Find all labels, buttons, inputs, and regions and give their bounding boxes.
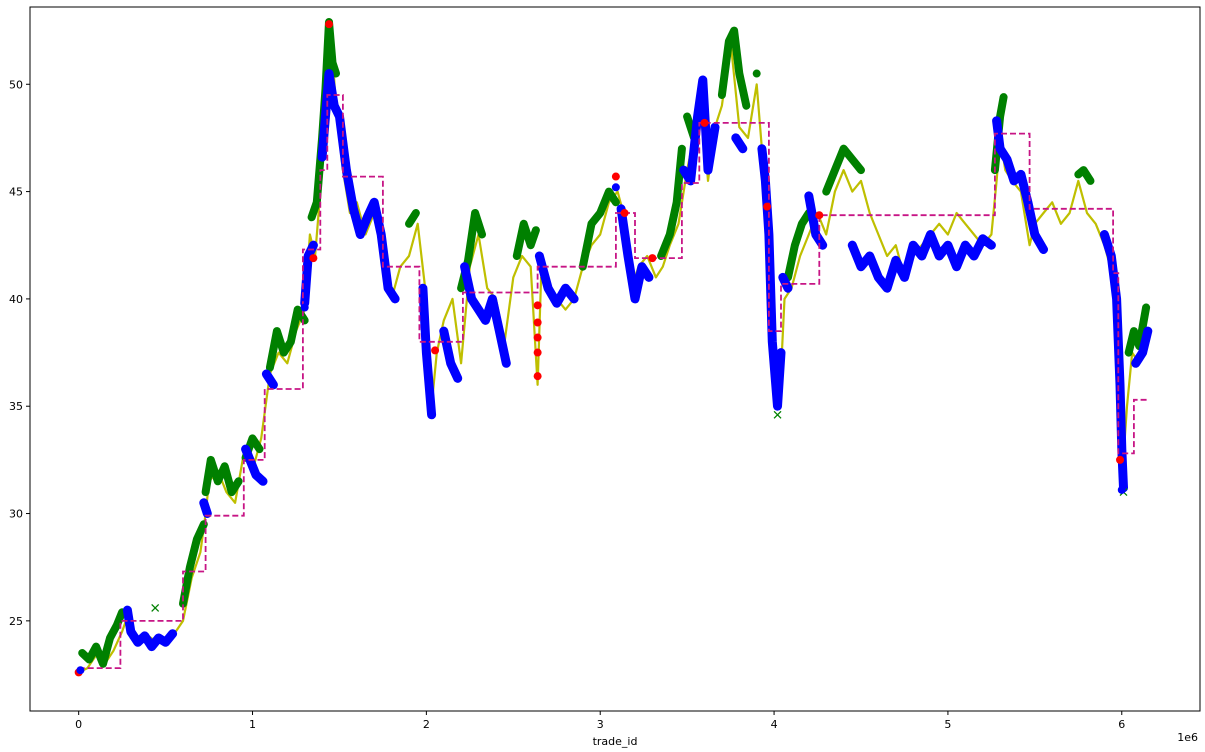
y-tick-label-5: 50 bbox=[9, 78, 23, 91]
series-line-up-18 bbox=[1124, 303, 1151, 357]
series-line-down-19 bbox=[1131, 326, 1153, 368]
series-line-up-6 bbox=[405, 209, 420, 228]
series-line-up-12 bbox=[717, 26, 751, 110]
y-tick-label-1: 30 bbox=[9, 508, 23, 521]
series-line-up-15 bbox=[822, 144, 865, 196]
marker-point-9 bbox=[533, 348, 542, 357]
marker-point-7 bbox=[533, 318, 542, 327]
marker-point-13 bbox=[648, 254, 657, 263]
marker-point-19 bbox=[76, 666, 85, 675]
series-line-up-2 bbox=[201, 455, 243, 497]
marker-point-15 bbox=[763, 202, 772, 211]
series-line-down-1 bbox=[199, 498, 212, 518]
marker-x-stroke-b bbox=[773, 410, 782, 419]
marker-x-1 bbox=[773, 410, 782, 419]
series-line-up-9 bbox=[578, 187, 620, 271]
series-line-down-17 bbox=[992, 116, 1048, 254]
marker-layer bbox=[74, 20, 1128, 677]
x-tick-label-1: 1 bbox=[249, 718, 256, 731]
series-line-down-7 bbox=[439, 326, 463, 383]
series-line-up-4 bbox=[265, 305, 309, 372]
series-line-down-11 bbox=[679, 75, 720, 186]
series-line-down-12 bbox=[731, 133, 748, 154]
x-tick-label-2: 2 bbox=[423, 718, 430, 731]
series-line-up-16 bbox=[990, 93, 1008, 175]
series-line-down-8 bbox=[460, 262, 511, 368]
x-tick-label-6: 6 bbox=[1118, 718, 1125, 731]
y-tick-label-2: 35 bbox=[9, 400, 23, 413]
series-line-down-6 bbox=[418, 283, 437, 420]
x-tick-label-0: 0 bbox=[75, 718, 82, 731]
marker-point-12 bbox=[620, 209, 629, 218]
series-line-up-10 bbox=[657, 144, 686, 260]
series-line-down-3 bbox=[261, 369, 278, 390]
series-line-step bbox=[78, 94, 1148, 669]
series-line-down-14 bbox=[778, 272, 793, 293]
x-tick-label-4: 4 bbox=[771, 718, 778, 731]
marker-point-16 bbox=[815, 211, 824, 220]
series-line-down-10 bbox=[616, 204, 654, 304]
x-axis-label: trade_id bbox=[593, 735, 638, 748]
plot-frame bbox=[29, 6, 1201, 712]
marker-point-14 bbox=[700, 118, 709, 127]
marker-point-10 bbox=[533, 372, 542, 381]
marker-point-17 bbox=[1116, 455, 1125, 464]
y-tick-label-0: 25 bbox=[9, 615, 23, 628]
series-point-up-13 bbox=[752, 69, 761, 78]
y-tick-label-4: 45 bbox=[9, 186, 23, 199]
marker-x-stroke-b bbox=[151, 604, 160, 612]
marker-point-11 bbox=[611, 172, 620, 181]
series-line-down-9 bbox=[534, 251, 579, 308]
series-line-up-17 bbox=[1074, 166, 1095, 185]
marker-point-8 bbox=[533, 333, 542, 342]
series-line-up-0 bbox=[78, 608, 127, 668]
series-line-down-16 bbox=[847, 230, 996, 293]
x-tick-label-3: 3 bbox=[597, 718, 604, 731]
marker-point-6 bbox=[533, 301, 542, 310]
marker-point-22 bbox=[1117, 485, 1126, 494]
series-line-down-5 bbox=[317, 69, 400, 304]
marker-point-3 bbox=[309, 254, 318, 263]
series-line-down-15 bbox=[804, 191, 828, 250]
series-line-up-8 bbox=[512, 219, 540, 260]
marker-point-21 bbox=[611, 183, 620, 192]
x-tick-label-5: 5 bbox=[944, 718, 951, 731]
marker-x-0 bbox=[151, 604, 160, 612]
marker-point-5 bbox=[431, 346, 440, 355]
series-line-down-0 bbox=[122, 605, 178, 652]
series-line-down-2 bbox=[241, 444, 268, 486]
series-line-up-1 bbox=[179, 520, 208, 608]
series-line-down-13 bbox=[757, 144, 786, 411]
y-axis-ticks: 25 30 35 40 45 50 bbox=[9, 78, 30, 628]
series-line-up-14 bbox=[784, 209, 813, 282]
marker-point-20 bbox=[300, 303, 309, 312]
marker-point-4 bbox=[325, 20, 334, 29]
y-tick-label-3: 40 bbox=[9, 293, 23, 306]
x-axis-offset-text: 1e6 bbox=[1177, 731, 1198, 744]
plot-background bbox=[30, 7, 1200, 711]
x-axis-ticks: 0 1 2 3 4 5 6 bbox=[75, 711, 1125, 731]
series-layer bbox=[78, 18, 1153, 674]
